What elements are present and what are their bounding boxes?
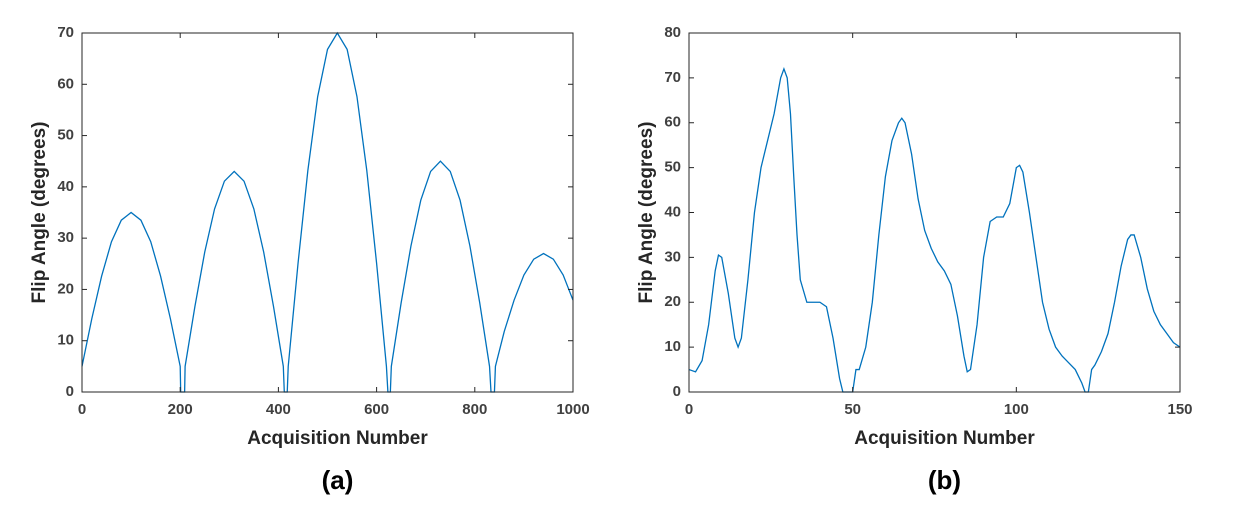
plot-frame [81,32,574,393]
y-tick-label: 60 [57,75,74,92]
x-tick-label: 50 [844,401,861,418]
caption: (b) [928,465,961,495]
x-tick-label: 400 [266,401,291,418]
y-tick-label: 70 [664,69,681,86]
y-axis-label: Flip Angle (degrees) [636,122,657,304]
x-axis-label: Acquisition Number [854,428,1035,449]
y-tick-label: 50 [664,159,681,176]
x-tick-label: 0 [78,401,86,418]
x-tick-label: 1000 [556,401,589,418]
x-tick-label: 800 [462,401,487,418]
y-tick-label: 20 [664,293,681,310]
y-tick-label: 80 [664,24,681,41]
y-tick-label: 50 [57,127,74,144]
y-tick-label: 70 [57,24,74,41]
x-axis-label: Acquisition Number [247,428,428,449]
x-tick-label: 200 [168,401,193,418]
y-tick-label: 10 [57,332,74,349]
x-tick-label: 100 [1004,401,1029,418]
data-line [688,67,1181,393]
y-tick-label: 10 [664,338,681,355]
y-axis-label: Flip Angle (degrees) [29,122,50,304]
y-tick-label: 40 [664,203,681,220]
caption: (a) [322,465,354,495]
y-tick-label: 30 [57,229,74,246]
y-tick-label: 20 [57,280,74,297]
y-tick-label: 0 [66,383,74,400]
x-tick-label: 150 [1167,401,1192,418]
y-tick-label: 60 [664,114,681,131]
x-tick-label: 0 [685,401,693,418]
x-tick-label: 600 [364,401,389,418]
y-tick-label: 0 [673,383,681,400]
data-line [81,31,574,393]
y-tick-label: 40 [57,178,74,195]
y-tick-label: 30 [664,248,681,265]
